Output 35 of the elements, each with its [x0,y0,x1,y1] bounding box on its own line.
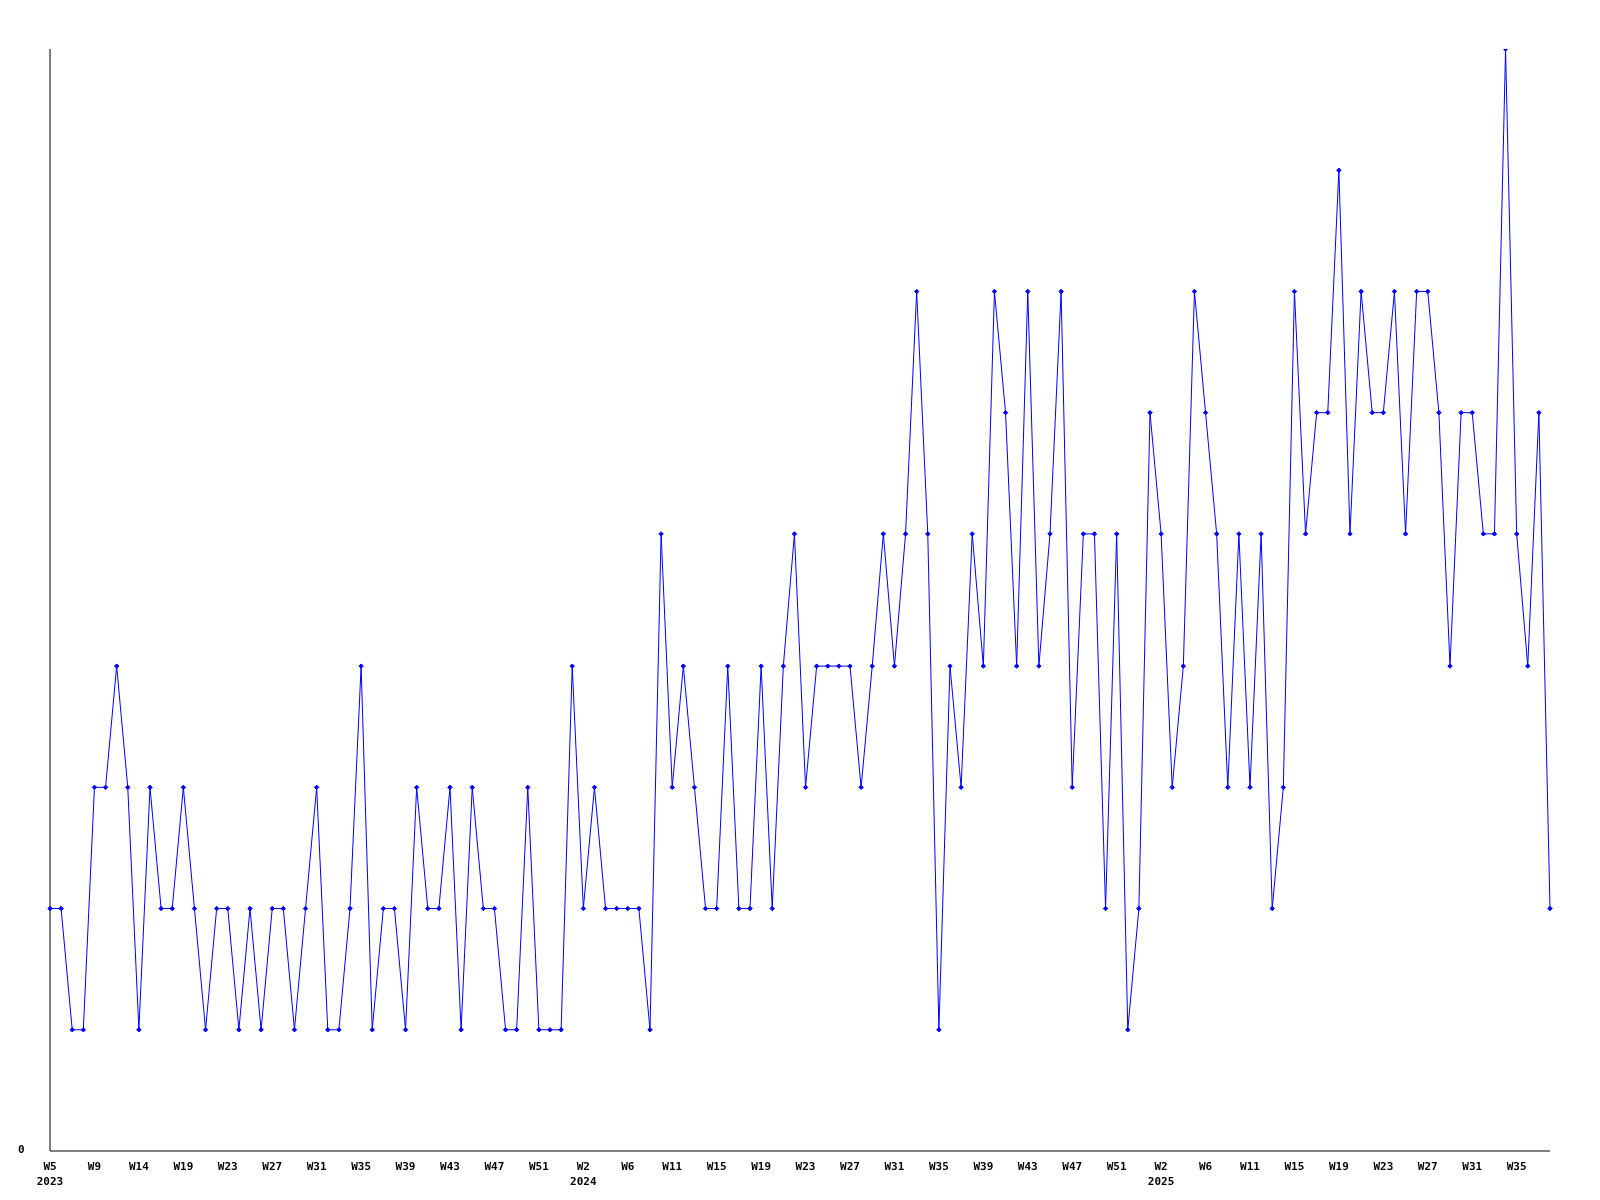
text: 0 [18,1143,25,1156]
x-tick-label: W39 [395,1160,416,1173]
x-tick-label: W5 2023 [36,1160,64,1188]
x-tick-label: W19 [751,1160,772,1173]
x-tick-label: W27 [840,1160,860,1173]
x-tick-label: W11 [662,1160,683,1173]
x-tick-label: W23 [217,1160,238,1173]
x-tick-label: W35 [351,1160,372,1173]
x-tick-label: W23 [1373,1160,1394,1173]
x-tick-label: W31 [306,1160,327,1173]
x-tick-label: W35 [928,1160,949,1173]
x-tick-label: W43 [1017,1160,1038,1173]
x-tick-label: W2 2025 [1147,1160,1175,1188]
x-tick-label: W51 [1106,1160,1127,1173]
x-tick-label: W19 [1328,1160,1349,1173]
x-tick-label: W47 [1062,1160,1083,1173]
x-tick-label: W27 [1417,1160,1438,1173]
x-tick-label: W39 [973,1160,994,1173]
x-tick-label: W19 [173,1160,194,1173]
x-tick-label: W23 [795,1160,816,1173]
x-tick-label: W2 2024 [570,1160,597,1188]
x-tick-label: W31 [884,1160,905,1173]
x-tick-label: W43 [440,1160,460,1173]
x-tick-label: W9 [87,1160,102,1173]
x-tick-label: W6 [621,1160,635,1173]
x-tick-label: W35 [1506,1160,1527,1173]
x-tick-label: W15 [1284,1160,1305,1173]
x-tick-label: W6 [1198,1160,1213,1173]
x-tick-label: W51 [528,1160,550,1173]
x-tick-label: W47 [484,1160,505,1173]
x-tick-label: W11 [1240,1160,1261,1173]
x-tick-label: W14 [128,1160,150,1173]
x-tick-label: W27 [262,1160,283,1173]
x-tick-label: W31 [1462,1160,1483,1173]
x-tick-label: W15 [706,1160,727,1173]
